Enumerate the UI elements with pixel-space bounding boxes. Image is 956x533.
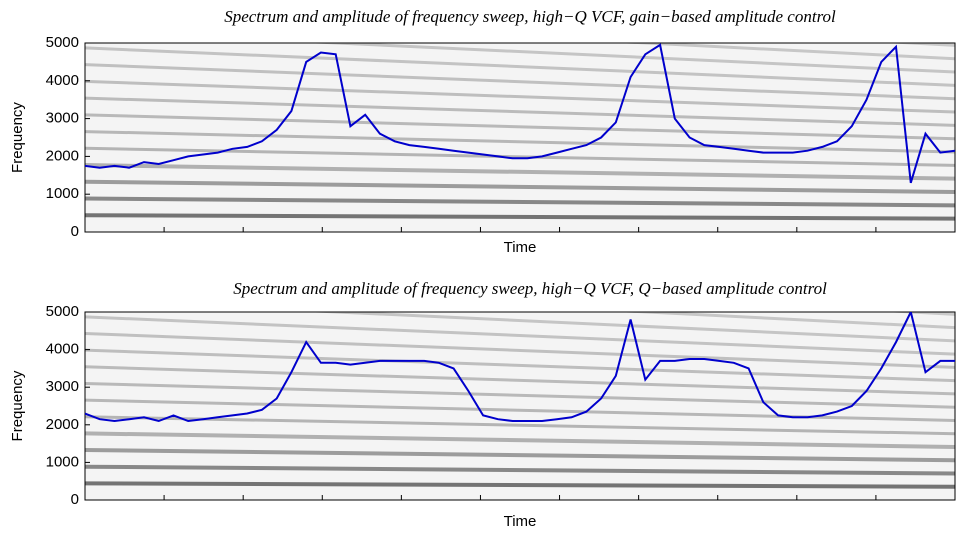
y-tick-label: 5000 bbox=[46, 303, 79, 320]
y-tick-label: 0 bbox=[71, 223, 79, 240]
harmonic-stripe bbox=[304, 312, 955, 343]
harmonic-stripe bbox=[85, 196, 955, 208]
spectrogram bbox=[85, 312, 955, 500]
harmonic-stripe bbox=[616, 43, 955, 61]
y-tick-label: 1000 bbox=[46, 453, 79, 470]
plot-frame bbox=[84, 311, 956, 501]
harmonic-stripe bbox=[85, 213, 955, 221]
harmonic-stripe bbox=[85, 96, 955, 127]
y-tick-label: 5000 bbox=[46, 34, 79, 51]
harmonic-stripe bbox=[85, 163, 955, 181]
y-tick-label: 2000 bbox=[46, 416, 79, 433]
amplitude-line bbox=[85, 312, 955, 423]
harmonic-stripe bbox=[85, 146, 955, 167]
harmonic-stripe bbox=[85, 415, 955, 436]
harmonic-stripe bbox=[85, 481, 955, 489]
y-tick-label: 3000 bbox=[46, 110, 79, 127]
harmonic-stripe bbox=[85, 381, 955, 409]
plot-frame bbox=[84, 42, 956, 233]
spectrogram bbox=[85, 0, 955, 232]
panel-title: Spectrum and amplitude of frequency swee… bbox=[233, 279, 827, 298]
harmonic-stripe bbox=[85, 46, 955, 87]
harmonic-stripe bbox=[85, 448, 955, 463]
harmonic-stripe bbox=[85, 315, 955, 356]
harmonic-stripe bbox=[85, 431, 955, 449]
x-axis-label: Time bbox=[504, 513, 537, 530]
x-axis-label: Time bbox=[504, 239, 537, 256]
y-tick-label: 4000 bbox=[46, 341, 79, 358]
panel-title: Spectrum and amplitude of frequency swee… bbox=[224, 7, 836, 26]
y-tick-label: 2000 bbox=[46, 147, 79, 164]
amplitude-line bbox=[85, 43, 955, 184]
y-tick-label: 1000 bbox=[46, 185, 79, 202]
y-axis-label: Frequency bbox=[9, 102, 26, 173]
harmonic-stripe bbox=[305, 43, 955, 74]
harmonic-stripe bbox=[85, 179, 955, 195]
y-tick-label: 4000 bbox=[46, 72, 79, 89]
y-axis-label: Frequency bbox=[9, 370, 26, 441]
harmonic-stripe bbox=[85, 0, 955, 5]
harmonic-stripe bbox=[85, 63, 955, 101]
y-tick-label: 0 bbox=[71, 491, 79, 508]
harmonic-stripe bbox=[85, 464, 955, 476]
harmonic-stripe bbox=[85, 79, 955, 114]
harmonic-stripe bbox=[85, 130, 955, 154]
harmonic-stripe bbox=[616, 312, 955, 330]
harmonic-stripe bbox=[85, 113, 955, 141]
harmonic-stripe bbox=[85, 332, 955, 369]
y-tick-label: 3000 bbox=[46, 378, 79, 395]
harmonic-stripe bbox=[85, 365, 955, 396]
harmonic-stripe bbox=[85, 348, 955, 383]
